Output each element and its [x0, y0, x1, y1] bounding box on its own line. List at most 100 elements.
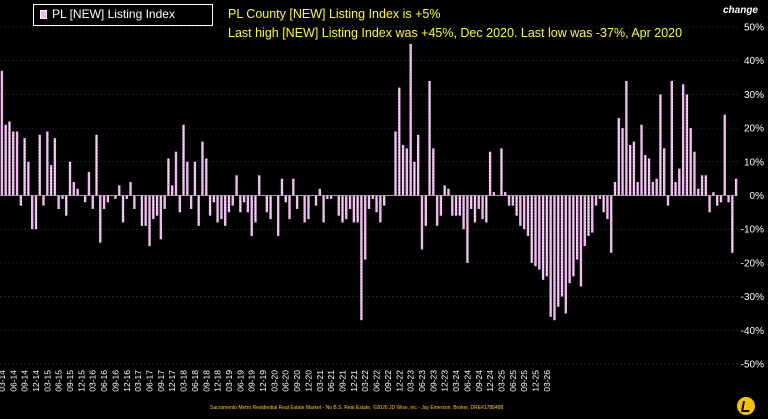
bar [678, 168, 681, 196]
bar [341, 195, 344, 223]
bar [235, 175, 238, 196]
bar [632, 141, 636, 196]
x-tick-label: 03-22 [360, 370, 370, 392]
bar [318, 188, 321, 196]
bar [451, 195, 454, 216]
x-tick-label: 06-16 [99, 370, 109, 392]
bar [227, 195, 231, 213]
bar [311, 195, 314, 196]
x-tick-label: 09-25 [519, 370, 529, 392]
x-tick-label: 03-24 [451, 370, 461, 392]
bar [443, 185, 446, 196]
bar [712, 192, 715, 196]
bar [625, 80, 628, 196]
bar [242, 195, 246, 203]
bar [375, 195, 378, 213]
bar [647, 158, 651, 196]
bar [579, 195, 583, 287]
bar [557, 195, 560, 307]
bar [534, 195, 537, 267]
bar [231, 195, 234, 206]
bar [466, 195, 469, 263]
y-tick-label: -10% [741, 225, 764, 236]
bar [273, 195, 276, 196]
bar [8, 121, 11, 196]
y-tick-label: 10% [744, 157, 764, 168]
bar [511, 195, 514, 206]
bar [38, 134, 41, 196]
x-tick-label: 12-14 [31, 370, 41, 392]
bar [193, 161, 197, 196]
bar [83, 195, 87, 203]
bar [583, 195, 586, 247]
bar [371, 195, 374, 199]
bar [420, 195, 424, 250]
x-tick-label: 09-16 [110, 370, 120, 392]
bar [15, 131, 19, 196]
x-tick-label: 09-15 [65, 370, 75, 392]
bar [390, 195, 393, 196]
x-tick-label: 06-20 [281, 370, 291, 392]
bar [492, 192, 496, 196]
bar [454, 195, 458, 216]
bar [31, 195, 34, 230]
bar [348, 195, 352, 209]
bar [250, 195, 253, 236]
y-tick-label: -20% [741, 258, 764, 269]
bar [205, 158, 208, 196]
bar [708, 195, 711, 213]
x-tick-label: 09-24 [474, 370, 484, 392]
y-tick-label: -50% [741, 360, 764, 371]
x-tick-label: 06-23 [417, 370, 427, 392]
bar [159, 195, 163, 240]
bar [4, 124, 7, 196]
legend-label: PL [NEW] Listing Index [52, 7, 175, 21]
bar [458, 195, 462, 216]
bar [34, 195, 38, 230]
bar [23, 138, 26, 196]
bar [224, 195, 227, 226]
bar [182, 124, 185, 196]
bar [254, 195, 257, 223]
x-tick-label: 06-22 [372, 370, 382, 392]
bar [208, 195, 212, 216]
bar [284, 195, 287, 203]
bar [606, 195, 609, 220]
bar [636, 182, 639, 196]
x-tick-label: 12-16 [122, 370, 132, 392]
bar [541, 195, 545, 280]
bar [515, 195, 518, 216]
y-tick-label: -30% [741, 292, 764, 303]
bar [628, 144, 632, 196]
bar [526, 195, 530, 236]
bar [136, 195, 140, 196]
bar [178, 195, 181, 213]
bar [49, 165, 53, 196]
x-tick-label: 03-19 [224, 370, 234, 392]
bar [0, 70, 4, 196]
bar [727, 195, 730, 203]
bar [488, 151, 492, 196]
bar [114, 195, 117, 199]
bar [303, 195, 306, 223]
bar [481, 195, 484, 220]
bar [640, 124, 643, 196]
bar [655, 178, 658, 196]
bar [129, 182, 132, 196]
bar [432, 148, 435, 196]
bar [575, 195, 579, 260]
y-tick-label: 0% [750, 191, 765, 202]
bar [462, 195, 465, 230]
bar [12, 131, 15, 196]
x-tick-label: 03-17 [133, 370, 143, 392]
y-axis-title: change [722, 5, 758, 16]
bar [523, 195, 526, 230]
bar [110, 195, 113, 196]
x-tick-label: 03-18 [179, 370, 189, 392]
bar [144, 195, 147, 226]
bar [258, 175, 261, 196]
bar [189, 195, 193, 209]
x-tick-label: 09-14 [20, 370, 30, 392]
bar [46, 131, 49, 196]
